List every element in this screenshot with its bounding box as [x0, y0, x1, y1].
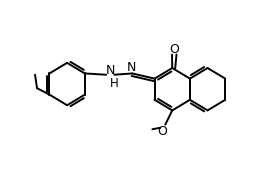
- Text: O: O: [157, 125, 167, 138]
- Text: N: N: [105, 64, 115, 77]
- Text: H: H: [110, 77, 118, 89]
- Text: O: O: [169, 43, 179, 56]
- Text: N: N: [126, 61, 136, 74]
